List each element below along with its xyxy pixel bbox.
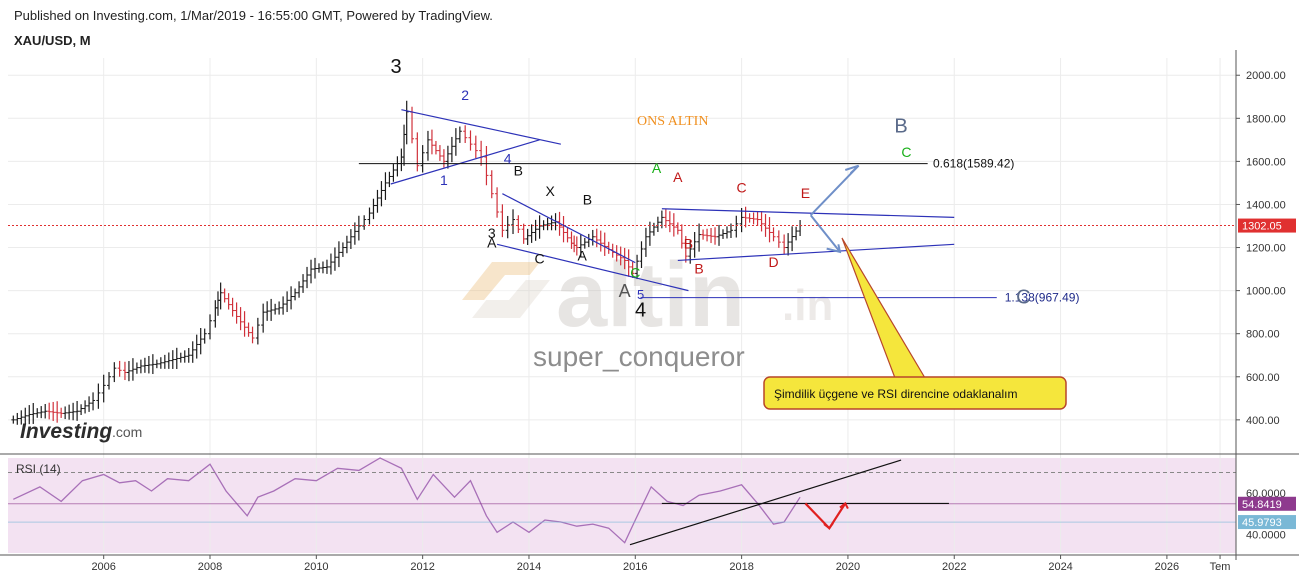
- wave-label: C: [901, 144, 911, 160]
- current-price-box: [1238, 218, 1296, 233]
- rsi-arrow-head-down: [823, 522, 834, 530]
- wave-label: E: [801, 185, 810, 201]
- arrow-down-head: [826, 244, 842, 254]
- ytick-label: 1200.00: [1246, 243, 1286, 255]
- wave-label: C: [535, 251, 545, 267]
- wave-label: X: [546, 183, 556, 199]
- rsi-ytick-label: 40.0000: [1246, 529, 1286, 541]
- wave-label: 5: [637, 287, 644, 302]
- wave-label: C: [630, 265, 640, 281]
- ytick-label: 1800.00: [1246, 113, 1286, 125]
- wave-label: A: [619, 281, 631, 301]
- wave-label: B: [514, 162, 523, 178]
- price-bars: [11, 100, 803, 425]
- rsi-marker-box: [1238, 496, 1296, 511]
- ytick-label: 1400.00: [1246, 199, 1286, 211]
- ytick-label: 600.00: [1246, 372, 1280, 384]
- ytick-label: 400.00: [1246, 415, 1280, 427]
- xtick-label: Tem: [1210, 561, 1231, 573]
- arrow-up-projection: [809, 164, 860, 216]
- wedge-lower-2014: [496, 243, 689, 292]
- axes: 2000.001800.001600.001400.001200.001000.…: [0, 50, 1299, 573]
- wave-label: A: [652, 160, 662, 176]
- callout: Şimdilik üçgene ve RSI direncine odaklan…: [763, 237, 1067, 410]
- altin-logo: altin .in: [462, 244, 833, 346]
- ytick-label: 800.00: [1246, 329, 1280, 341]
- ytick-label: 2000.00: [1246, 70, 1286, 82]
- wave-label: 1: [440, 172, 448, 188]
- grid: [8, 58, 1236, 553]
- arrow-up-head: [844, 164, 860, 174]
- triangle-lower-2011: [390, 139, 540, 185]
- wave-label: 3: [391, 56, 402, 78]
- xtick-label: 2026: [1155, 561, 1179, 573]
- xtick-label: 2024: [1048, 561, 1072, 573]
- xtick-label: 2012: [410, 561, 434, 573]
- annotation-overlays: 0.618(1589.42) 1.138(967.49): [8, 109, 1236, 546]
- xtick-label: 2022: [942, 561, 966, 573]
- wave-label: B: [894, 115, 907, 137]
- rsi-title: RSI (14): [16, 462, 61, 476]
- symbol-title: XAU/USD, M: [14, 33, 91, 48]
- investing-logo-suffix: .com: [112, 424, 142, 440]
- wave-label: A: [673, 169, 683, 185]
- wave-label: B: [694, 260, 703, 276]
- rsi-arrow-head-up: [839, 501, 849, 510]
- rsi-trendline: [629, 459, 902, 546]
- xtick-label: 2014: [517, 561, 541, 573]
- wave-label: D: [768, 254, 778, 270]
- ytick-label: 1000.00: [1246, 286, 1286, 298]
- altin-suffix: .in: [782, 281, 833, 330]
- triangle-upper-2011: [401, 109, 561, 145]
- rsi-marker-label: 45.9793: [1242, 517, 1282, 529]
- wave-label: 3: [488, 225, 496, 241]
- rsi-marker-label: 54.8419: [1242, 499, 1282, 511]
- published-info: Published on Investing.com, 1/Mar/2019 -…: [14, 8, 493, 23]
- wave-label: A: [577, 247, 587, 263]
- investing-logo: Investing: [20, 420, 112, 443]
- wave-label: A: [487, 235, 497, 251]
- wave-label: C: [737, 180, 747, 196]
- xtick-label: 2020: [836, 561, 860, 573]
- author-watermark: super_conqueror: [533, 341, 745, 372]
- wave-label: 4: [504, 151, 512, 167]
- wedge-upper-2014: [502, 193, 636, 264]
- xtick-label: 2008: [198, 561, 222, 573]
- rsi-marker-box: [1238, 515, 1296, 530]
- wave-label: 4: [635, 299, 646, 321]
- xtick-label: 2018: [729, 561, 753, 573]
- xtick-label: 2016: [623, 561, 647, 573]
- altin-watermark: altin: [556, 244, 745, 346]
- wave-label: B: [583, 191, 592, 207]
- arrow-down-projection: [809, 214, 841, 253]
- wave-label: 2: [461, 87, 469, 103]
- triangle-upper-2016: [661, 208, 955, 218]
- ons-altin-note: ONS ALTIN: [637, 114, 708, 129]
- fib-label-1138: 1.138(967.49): [1005, 291, 1080, 305]
- xtick-label: 2006: [91, 561, 115, 573]
- wave-label: B: [684, 236, 693, 252]
- fib-label-0618: 0.618(1589.42): [933, 157, 1014, 171]
- callout-text: Şimdilik üçgene ve RSI direncine odaklan…: [774, 387, 1017, 401]
- ytick-label: 1600.00: [1246, 156, 1286, 168]
- current-price-label: 1302.05: [1242, 221, 1282, 233]
- xtick-label: 2010: [304, 561, 328, 573]
- rsi-band: [8, 458, 1236, 553]
- triangle-lower-2016: [677, 243, 955, 262]
- wave-label: C: [1016, 287, 1030, 309]
